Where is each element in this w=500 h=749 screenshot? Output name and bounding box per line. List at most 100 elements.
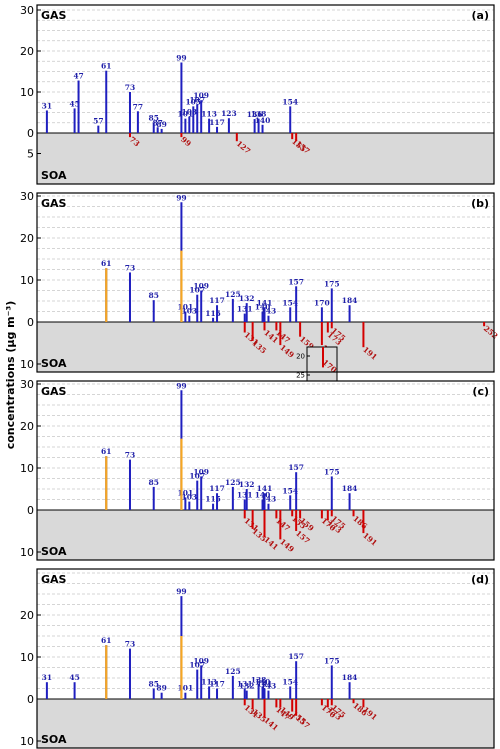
gas-label-132: 132 [239,480,255,489]
gas-label-154: 154 [282,298,298,307]
y-tick-label: 20 [20,609,34,622]
gas-label-175: 175 [324,279,340,288]
gas-label-61: 61 [101,62,111,71]
y-tick-label: 0 [27,504,34,517]
gas-tag: GAS [41,9,67,22]
y-tick-label: 10 [20,735,34,748]
gas-label-154: 154 [282,677,298,686]
soa-tag: SOA [41,545,67,558]
gas-label-85: 85 [149,478,159,487]
y-tick-label: 30 [20,4,34,17]
y-tick-label: 30 [20,190,34,203]
gas-label-115: 115 [205,309,221,318]
panel-label: (d) [471,573,489,586]
gas-label-175: 175 [324,467,340,476]
gas-label-101: 101 [178,684,194,693]
y-tick-label: 10 [20,546,34,559]
gas-label-45: 45 [69,673,79,682]
gas-label-141: 141 [257,298,273,307]
gas-label-105: 105 [185,97,201,106]
panel-frame [36,4,495,185]
gas-label-103: 103 [182,493,198,502]
gas-label-103: 103 [182,307,198,316]
panel-frame [36,380,495,561]
gas-label-140: 140 [255,491,271,500]
gas-label-57: 57 [93,117,103,126]
gas-label-99: 99 [176,193,186,202]
y-tick-label: 20 [20,232,34,245]
gas-label-107: 107 [189,472,205,481]
soa-tag: SOA [41,733,67,746]
y-tick-label: 20 [20,45,34,58]
gas-tag: GAS [41,573,67,586]
gas-label-170: 170 [314,298,330,307]
gas-label-125: 125 [225,290,241,299]
gas-label-157: 157 [288,277,304,286]
gas-label-47: 47 [73,72,83,81]
gas-label-89: 89 [156,120,166,129]
y-tick-label: 10 [20,651,34,664]
gas-label-123: 123 [221,109,237,118]
gas-label-109: 109 [193,467,209,476]
gas-label-101: 101 [178,110,194,119]
gas-label-143: 143 [261,495,277,504]
gas-label-131: 131 [237,491,253,500]
y-tick-label: 30 [20,378,34,391]
gas-label-101: 101 [178,303,194,312]
gas-label-132: 132 [239,682,255,691]
panel-label: (b) [471,197,489,210]
gas-label-157: 157 [288,652,304,661]
gas-label-99: 99 [176,381,186,390]
gas-label-77: 77 [133,102,143,111]
gas-label-45: 45 [69,99,79,108]
gas-label-107: 107 [189,661,205,670]
gas-label-109: 109 [193,91,209,100]
y-tick-label: 20 [20,420,34,433]
gas-label-87: 87 [152,118,162,127]
gas-label-117: 117 [209,484,225,493]
gas-label-101: 101 [178,488,194,497]
gas-label-140: 140 [255,116,271,125]
panel-label: (c) [472,385,489,398]
soa-tag: SOA [41,169,67,182]
gas-label-73: 73 [125,451,135,460]
panel-frame [36,192,495,373]
gas-label-109: 109 [193,282,209,291]
panel-frame [36,568,495,749]
gas-label-85: 85 [149,291,159,300]
y-tick-label: 10 [20,274,34,287]
gas-label-61: 61 [101,259,111,268]
gas-label-117: 117 [209,680,225,689]
gas-label-138: 138 [251,675,267,684]
y-tick-label: 10 [20,462,34,475]
gas-label-138: 138 [251,110,267,119]
inset-tick-label: 20 [296,353,305,361]
gas-label-31: 31 [42,673,52,682]
gas-label-107: 107 [189,95,205,104]
y-tick-label: 10 [20,86,34,99]
gas-label-131: 131 [237,305,253,314]
gas-label-143: 143 [261,307,277,316]
gas-label-125: 125 [225,478,241,487]
gas-label-113: 113 [201,677,217,686]
soa-tag: SOA [41,357,67,370]
gas-label-117: 117 [209,118,225,127]
gas-label-107: 107 [189,286,205,295]
gas-label-143: 143 [261,682,277,691]
gas-label-99: 99 [176,587,186,596]
gas-label-184: 184 [342,673,358,682]
gas-label-132: 132 [239,294,255,303]
gas-label-73: 73 [125,83,135,92]
gas-label-113: 113 [201,110,217,119]
gas-label-140: 140 [255,677,271,686]
gas-label-184: 184 [342,296,358,305]
gas-label-73: 73 [125,263,135,272]
gas-label-85: 85 [149,680,159,689]
y-axis-title: concentrations (μg m⁻³) [4,301,17,450]
gas-label-61: 61 [101,636,111,645]
gas-label-175: 175 [324,656,340,665]
